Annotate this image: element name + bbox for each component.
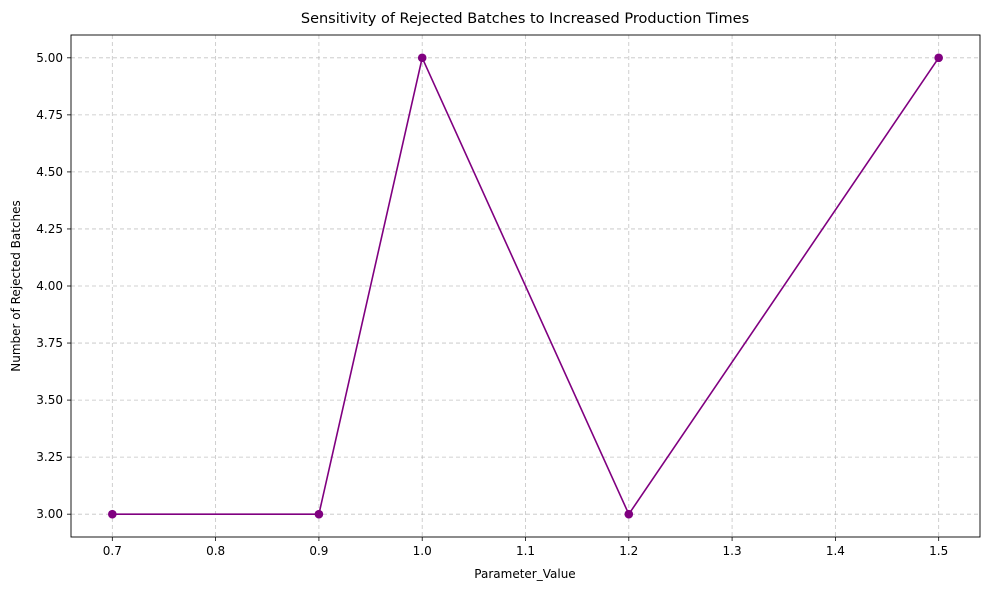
x-tick-label: 1.3 <box>723 544 742 558</box>
chart-title: Sensitivity of Rejected Batches to Incre… <box>301 11 749 27</box>
grid <box>71 35 980 537</box>
y-tick-label: 4.00 <box>36 279 63 293</box>
x-tick-label: 0.8 <box>206 544 225 558</box>
data-point <box>624 509 634 519</box>
x-axis-ticks: 0.7 0.8 0.9 1.0 1.1 1.2 1.3 1.4 1.5 <box>103 537 948 558</box>
x-tick-label: 1.1 <box>516 544 535 558</box>
y-tick-label: 3.00 <box>36 507 63 521</box>
y-tick-label: 4.75 <box>36 108 63 122</box>
data-point <box>314 509 324 519</box>
series-group <box>108 53 943 519</box>
y-tick-label: 3.25 <box>36 450 63 464</box>
y-tick-label: 3.75 <box>36 336 63 350</box>
y-axis-label: Number of Rejected Batches <box>9 200 23 372</box>
x-tick-label: 1.0 <box>413 544 432 558</box>
y-axis-ticks: 3.00 3.25 3.50 3.75 4.00 4.25 4.50 4.75 5.00 <box>36 51 71 521</box>
y-tick-label: 3.50 <box>36 393 63 407</box>
y-tick-label: 5.00 <box>36 51 63 65</box>
x-tick-label: 1.5 <box>929 544 948 558</box>
y-tick-label: 4.50 <box>36 165 63 179</box>
x-tick-label: 1.2 <box>619 544 638 558</box>
y-tick-label: 4.25 <box>36 222 63 236</box>
data-point <box>108 509 117 519</box>
x-tick-label: 1.4 <box>826 544 845 558</box>
data-point <box>934 53 943 63</box>
data-point <box>417 53 427 63</box>
x-tick-label: 0.7 <box>103 544 122 558</box>
x-tick-label: 0.9 <box>309 544 328 558</box>
x-axis-label: Parameter_Value <box>474 567 575 581</box>
